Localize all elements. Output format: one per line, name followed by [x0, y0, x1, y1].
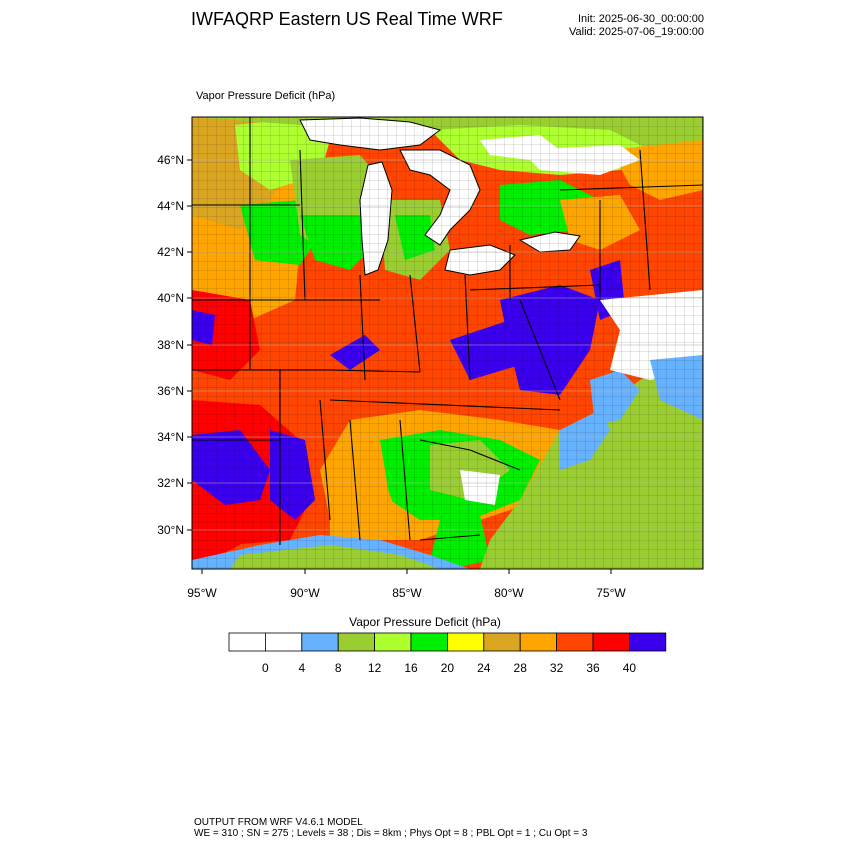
lon-tick-95: 95°W: [187, 569, 217, 600]
lat-label-36: 36°N: [157, 384, 184, 398]
colorbar-tick-label: 12: [368, 661, 382, 675]
lat-label-42: 42°N: [157, 245, 184, 259]
lat-label-30: 30°N: [157, 523, 184, 537]
colorbar-tick-label: 40: [623, 661, 637, 675]
footer-model-line: OUTPUT FROM WRF V4.6.1 MODEL: [194, 817, 363, 828]
lat-label-40: 40°N: [157, 291, 184, 305]
colorbar-cell: [483, 632, 521, 652]
colorbar-tick-label: 20: [441, 661, 455, 675]
colorbar-tick-label: 16: [404, 661, 418, 675]
map-field: [192, 117, 703, 569]
colorbar-title: Vapor Pressure Deficit (hPa): [349, 615, 501, 629]
colorbar-tick-label: 8: [335, 661, 342, 675]
colorbar-cell: [556, 632, 594, 652]
lat-label-44: 44°N: [157, 199, 184, 213]
lat-tick-40: 40°N: [157, 291, 192, 305]
lat-label-38: 38°N: [157, 338, 184, 352]
colorbar-cell: [410, 632, 448, 652]
colorbar-tick-label: 4: [298, 661, 305, 675]
plot-title: IWFAQRP Eastern US Real Time WRF: [191, 9, 503, 29]
valid-time: Valid: 2025-07-06_19:00:00: [569, 26, 704, 38]
colorbar-cell: [519, 632, 558, 652]
lat-tick-44: 44°N: [157, 199, 192, 213]
colorbar-cell: [264, 632, 303, 652]
lat-label-32: 32°N: [157, 476, 184, 490]
lon-label-95: 95°W: [187, 586, 217, 600]
init-time: Init: 2025-06-30_00:00:00: [578, 13, 704, 25]
colorbar-cell: [374, 632, 412, 652]
lat-tick-46: 46°N: [157, 153, 192, 167]
colorbar: 0 4 8 12 16 20 24 28 32 36 40: [228, 632, 667, 675]
field-label: Vapor Pressure Deficit (hPa): [196, 90, 336, 102]
colorbar-cell: [592, 632, 630, 652]
longitude-axis: 95°W 90°W 85°W 80°W 75°W: [187, 569, 626, 600]
colorbar-cell: [301, 632, 339, 652]
lon-tick-80: 80°W: [494, 569, 524, 600]
lat-tick-30: 30°N: [157, 523, 192, 537]
colorbar-tick-label: 24: [477, 661, 491, 675]
lon-label-90: 90°W: [290, 586, 320, 600]
lat-label-34: 34°N: [157, 430, 184, 444]
colorbar-cell: [629, 632, 667, 652]
colorbar-cell: [337, 632, 376, 652]
lon-label-75: 75°W: [596, 586, 626, 600]
footer-config-line: WE = 310 ; SN = 275 ; Levels = 38 ; Dis …: [194, 828, 588, 839]
lat-tick-36: 36°N: [157, 384, 192, 398]
colorbar-tick-label: 28: [514, 661, 528, 675]
lat-label-46: 46°N: [157, 153, 184, 167]
lat-tick-32: 32°N: [157, 476, 192, 490]
lat-tick-42: 42°N: [157, 245, 192, 259]
colorbar-cell: [228, 632, 266, 652]
lon-tick-90: 90°W: [290, 569, 320, 600]
colorbar-cell: [446, 632, 485, 652]
lon-tick-85: 85°W: [392, 569, 422, 600]
lat-tick-38: 38°N: [157, 338, 192, 352]
colorbar-tick-label: 36: [586, 661, 600, 675]
colorbar-tick-label: 0: [262, 661, 269, 675]
colorbar-tick-label: 32: [550, 661, 564, 675]
lon-label-85: 85°W: [392, 586, 422, 600]
lon-tick-75: 75°W: [596, 569, 626, 600]
lon-label-80: 80°W: [494, 586, 524, 600]
latitude-axis: 46°N 44°N 42°N 40°N 38°N 36°N 34°N 32°N: [157, 153, 192, 537]
lat-tick-34: 34°N: [157, 430, 192, 444]
map-frame: [191, 116, 704, 570]
